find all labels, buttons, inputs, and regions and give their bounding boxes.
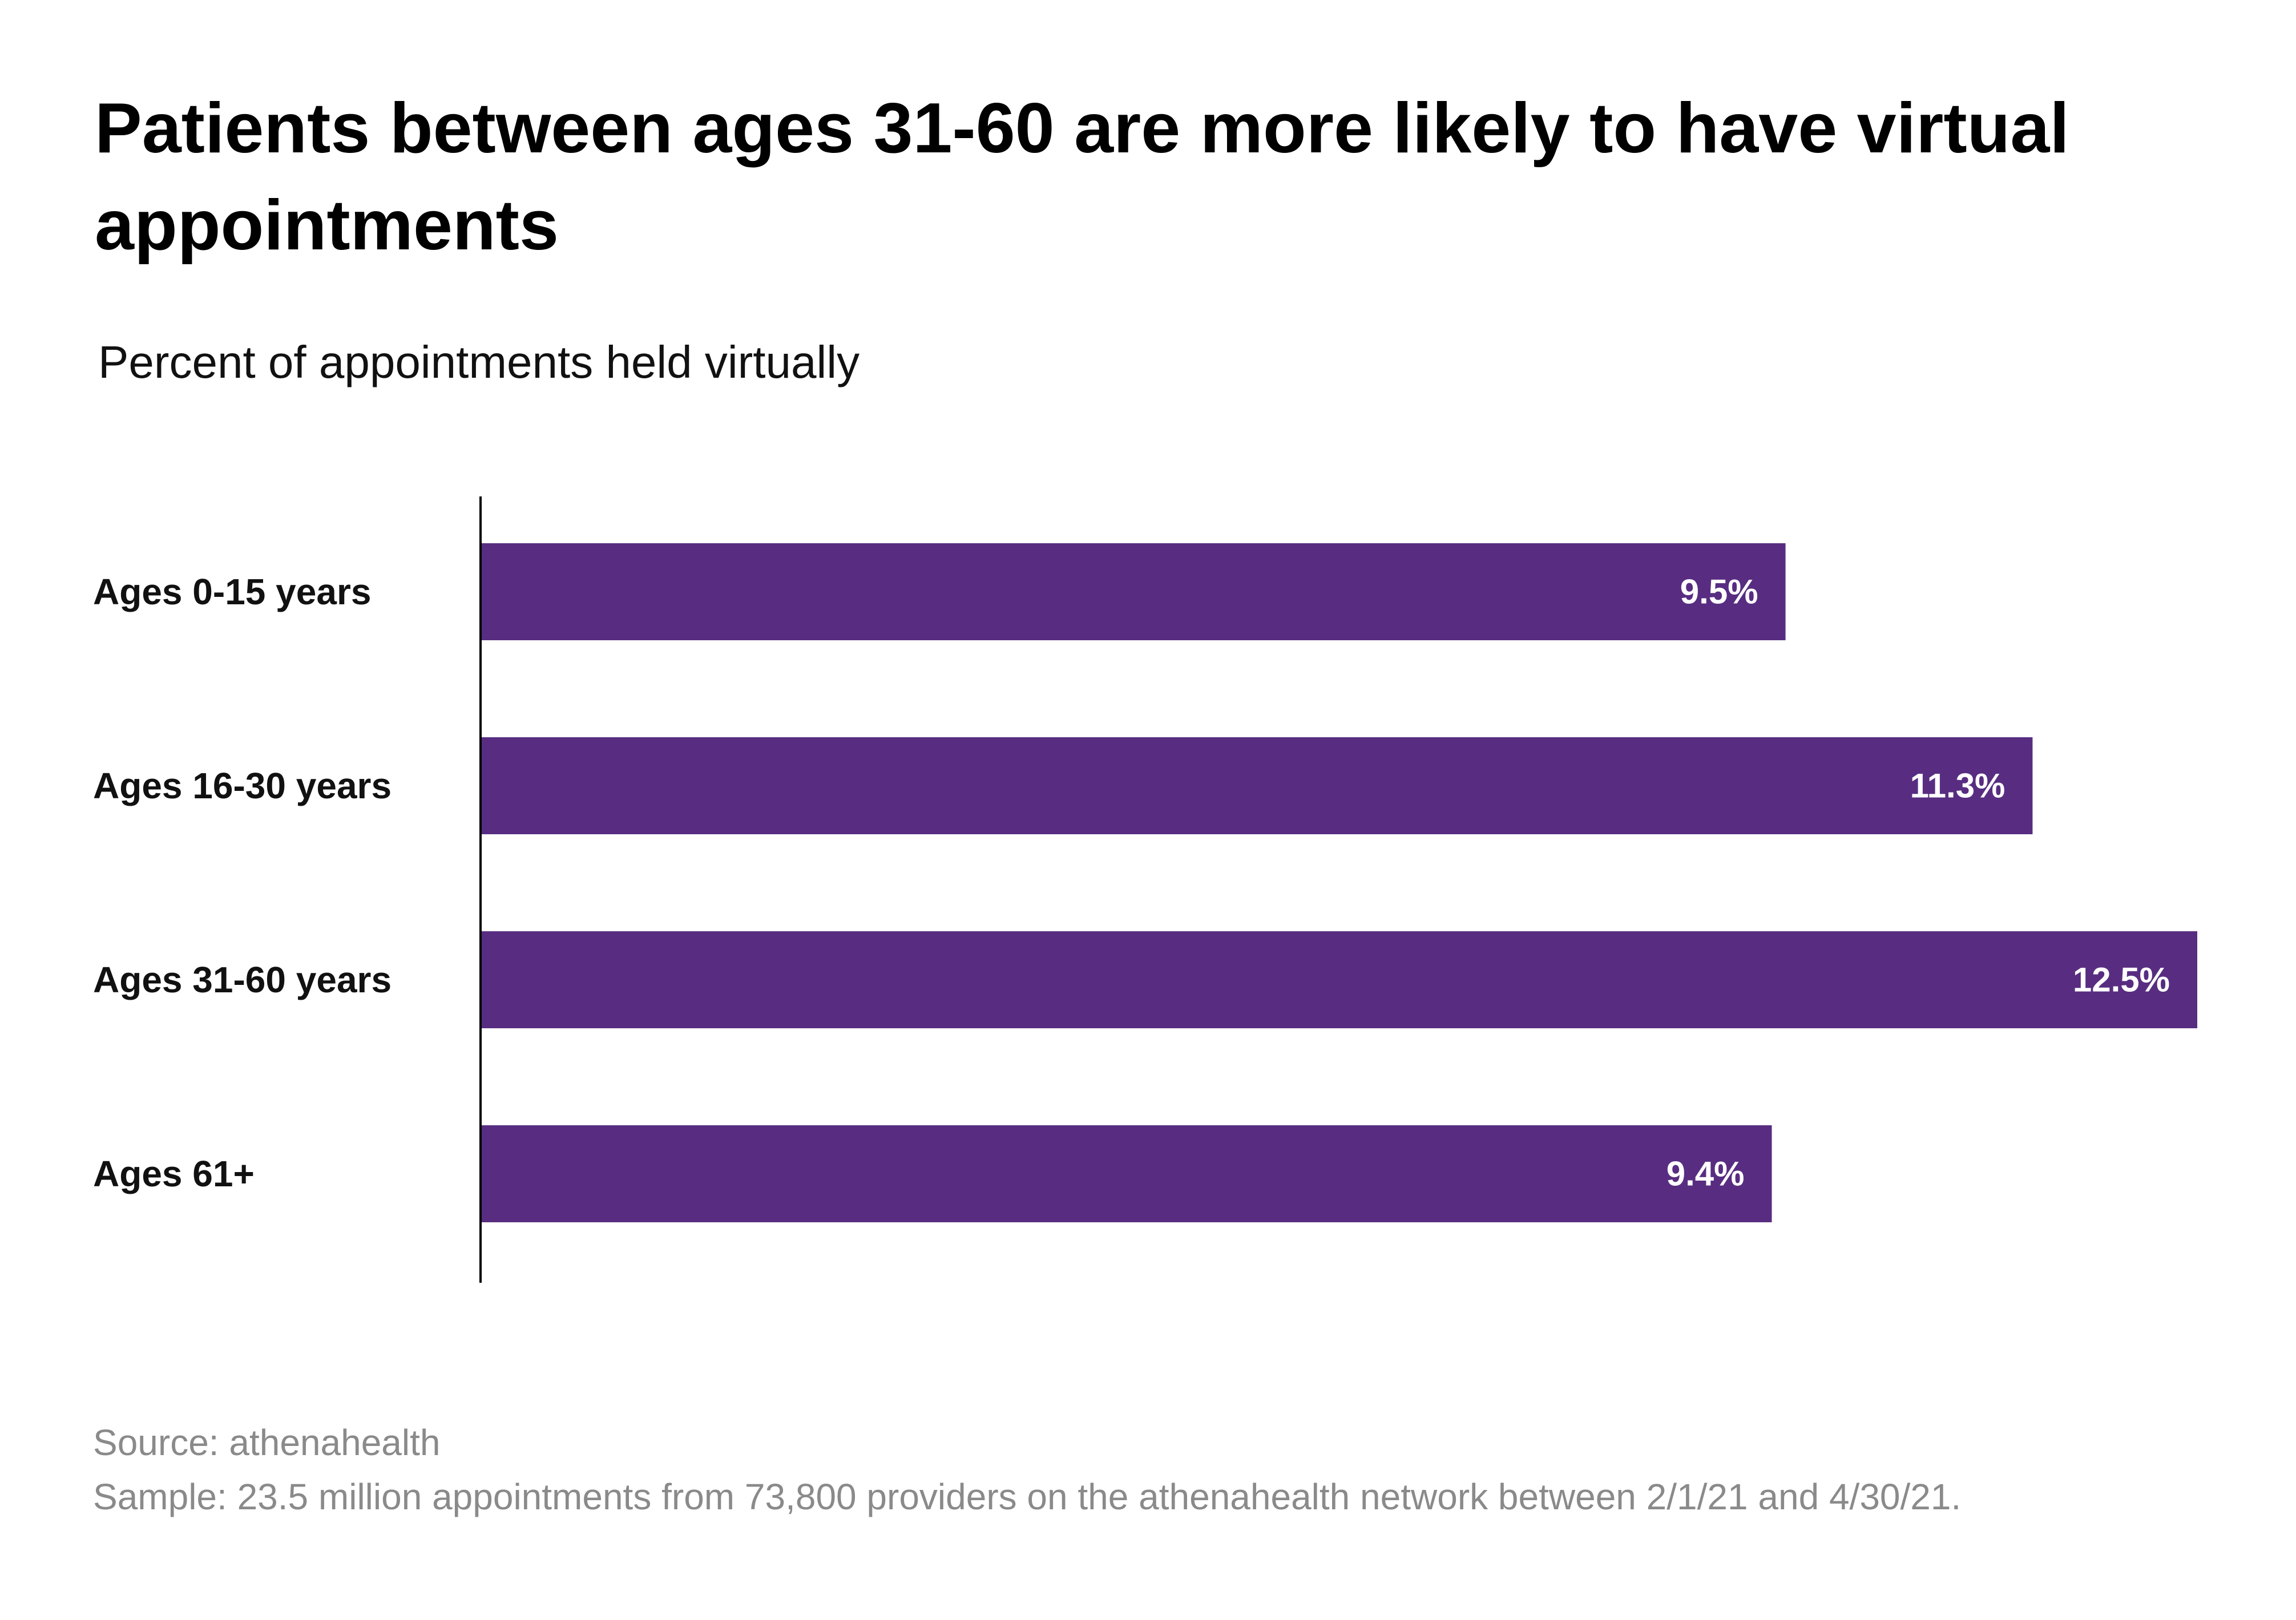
bar	[482, 1125, 1772, 1222]
category-label: Ages 31-60 years	[93, 959, 392, 1000]
source-note: Source: athenahealth	[93, 1422, 441, 1463]
bar	[482, 543, 1786, 640]
value-label: 12.5%	[2073, 961, 2170, 999]
value-label: 11.3%	[1910, 767, 2006, 805]
bar	[482, 737, 2033, 834]
category-label: Ages 0-15 years	[93, 571, 371, 612]
bars-group: Ages 0-15 years 9.5% Ages 16-30 years 11.3%…	[93, 543, 2197, 1222]
chart-subtitle: Percent of appointments held virtually	[98, 337, 860, 387]
bar	[482, 931, 2197, 1028]
sample-note: Sample: 23.5 million appointments from 7…	[93, 1476, 1962, 1517]
category-label: Ages 16-30 years	[93, 765, 392, 806]
value-label: 9.5%	[1680, 573, 1758, 611]
category-label: Ages 61+	[93, 1153, 255, 1194]
chart-title: Patients between ages 31-60 are more lik…	[95, 89, 2069, 265]
value-label: 9.4%	[1666, 1155, 1745, 1193]
